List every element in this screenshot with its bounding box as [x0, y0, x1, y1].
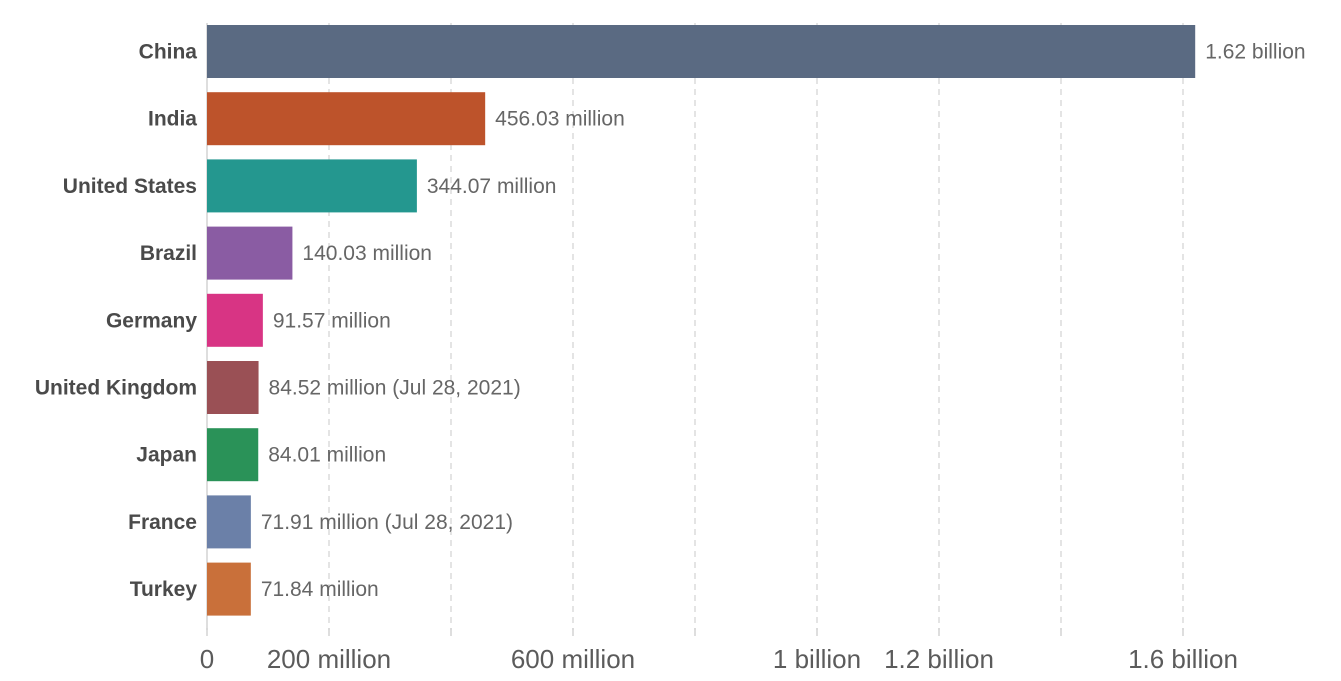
value-label: 71.91 million (Jul 28, 2021): [261, 511, 513, 534]
value-label: 456.03 million: [495, 108, 625, 131]
value-label: 344.07 million: [427, 175, 557, 198]
bar-germany: [207, 293, 263, 347]
bar-japan: [207, 428, 259, 482]
bar-china: [207, 25, 1196, 78]
value-label: 91.57 million: [273, 309, 391, 332]
bar-turkey: [207, 562, 251, 616]
value-label: 84.52 million (Jul 28, 2021): [269, 377, 521, 400]
bar-france: [207, 495, 251, 549]
category-label: India: [148, 108, 197, 131]
x-tick-label: 1 billion: [773, 644, 861, 674]
category-label: Turkey: [130, 578, 198, 601]
bar-india: [207, 92, 486, 146]
value-label: 140.03 million: [302, 242, 432, 265]
x-tick-label: 200 million: [267, 644, 391, 674]
category-label: United States: [63, 175, 197, 198]
x-tick-label: 1.2 billion: [884, 644, 994, 674]
category-label: Germany: [106, 309, 197, 332]
category-label: United Kingdom: [35, 377, 197, 400]
bar-united-states: [207, 159, 417, 213]
category-label: Brazil: [140, 242, 197, 265]
value-label: 1.62 billion: [1205, 41, 1305, 64]
value-label: 84.01 million: [268, 444, 386, 467]
bar-united-kingdom: [207, 361, 259, 414]
category-label: China: [139, 41, 198, 64]
x-tick-label: 0: [200, 644, 214, 674]
value-label: 71.84 million: [261, 578, 379, 601]
x-tick-label: 1.6 billion: [1128, 644, 1238, 674]
category-label: Japan: [136, 444, 197, 467]
x-tick-label: 600 million: [511, 644, 635, 674]
bar-brazil: [207, 226, 293, 280]
category-label: France: [128, 511, 197, 534]
